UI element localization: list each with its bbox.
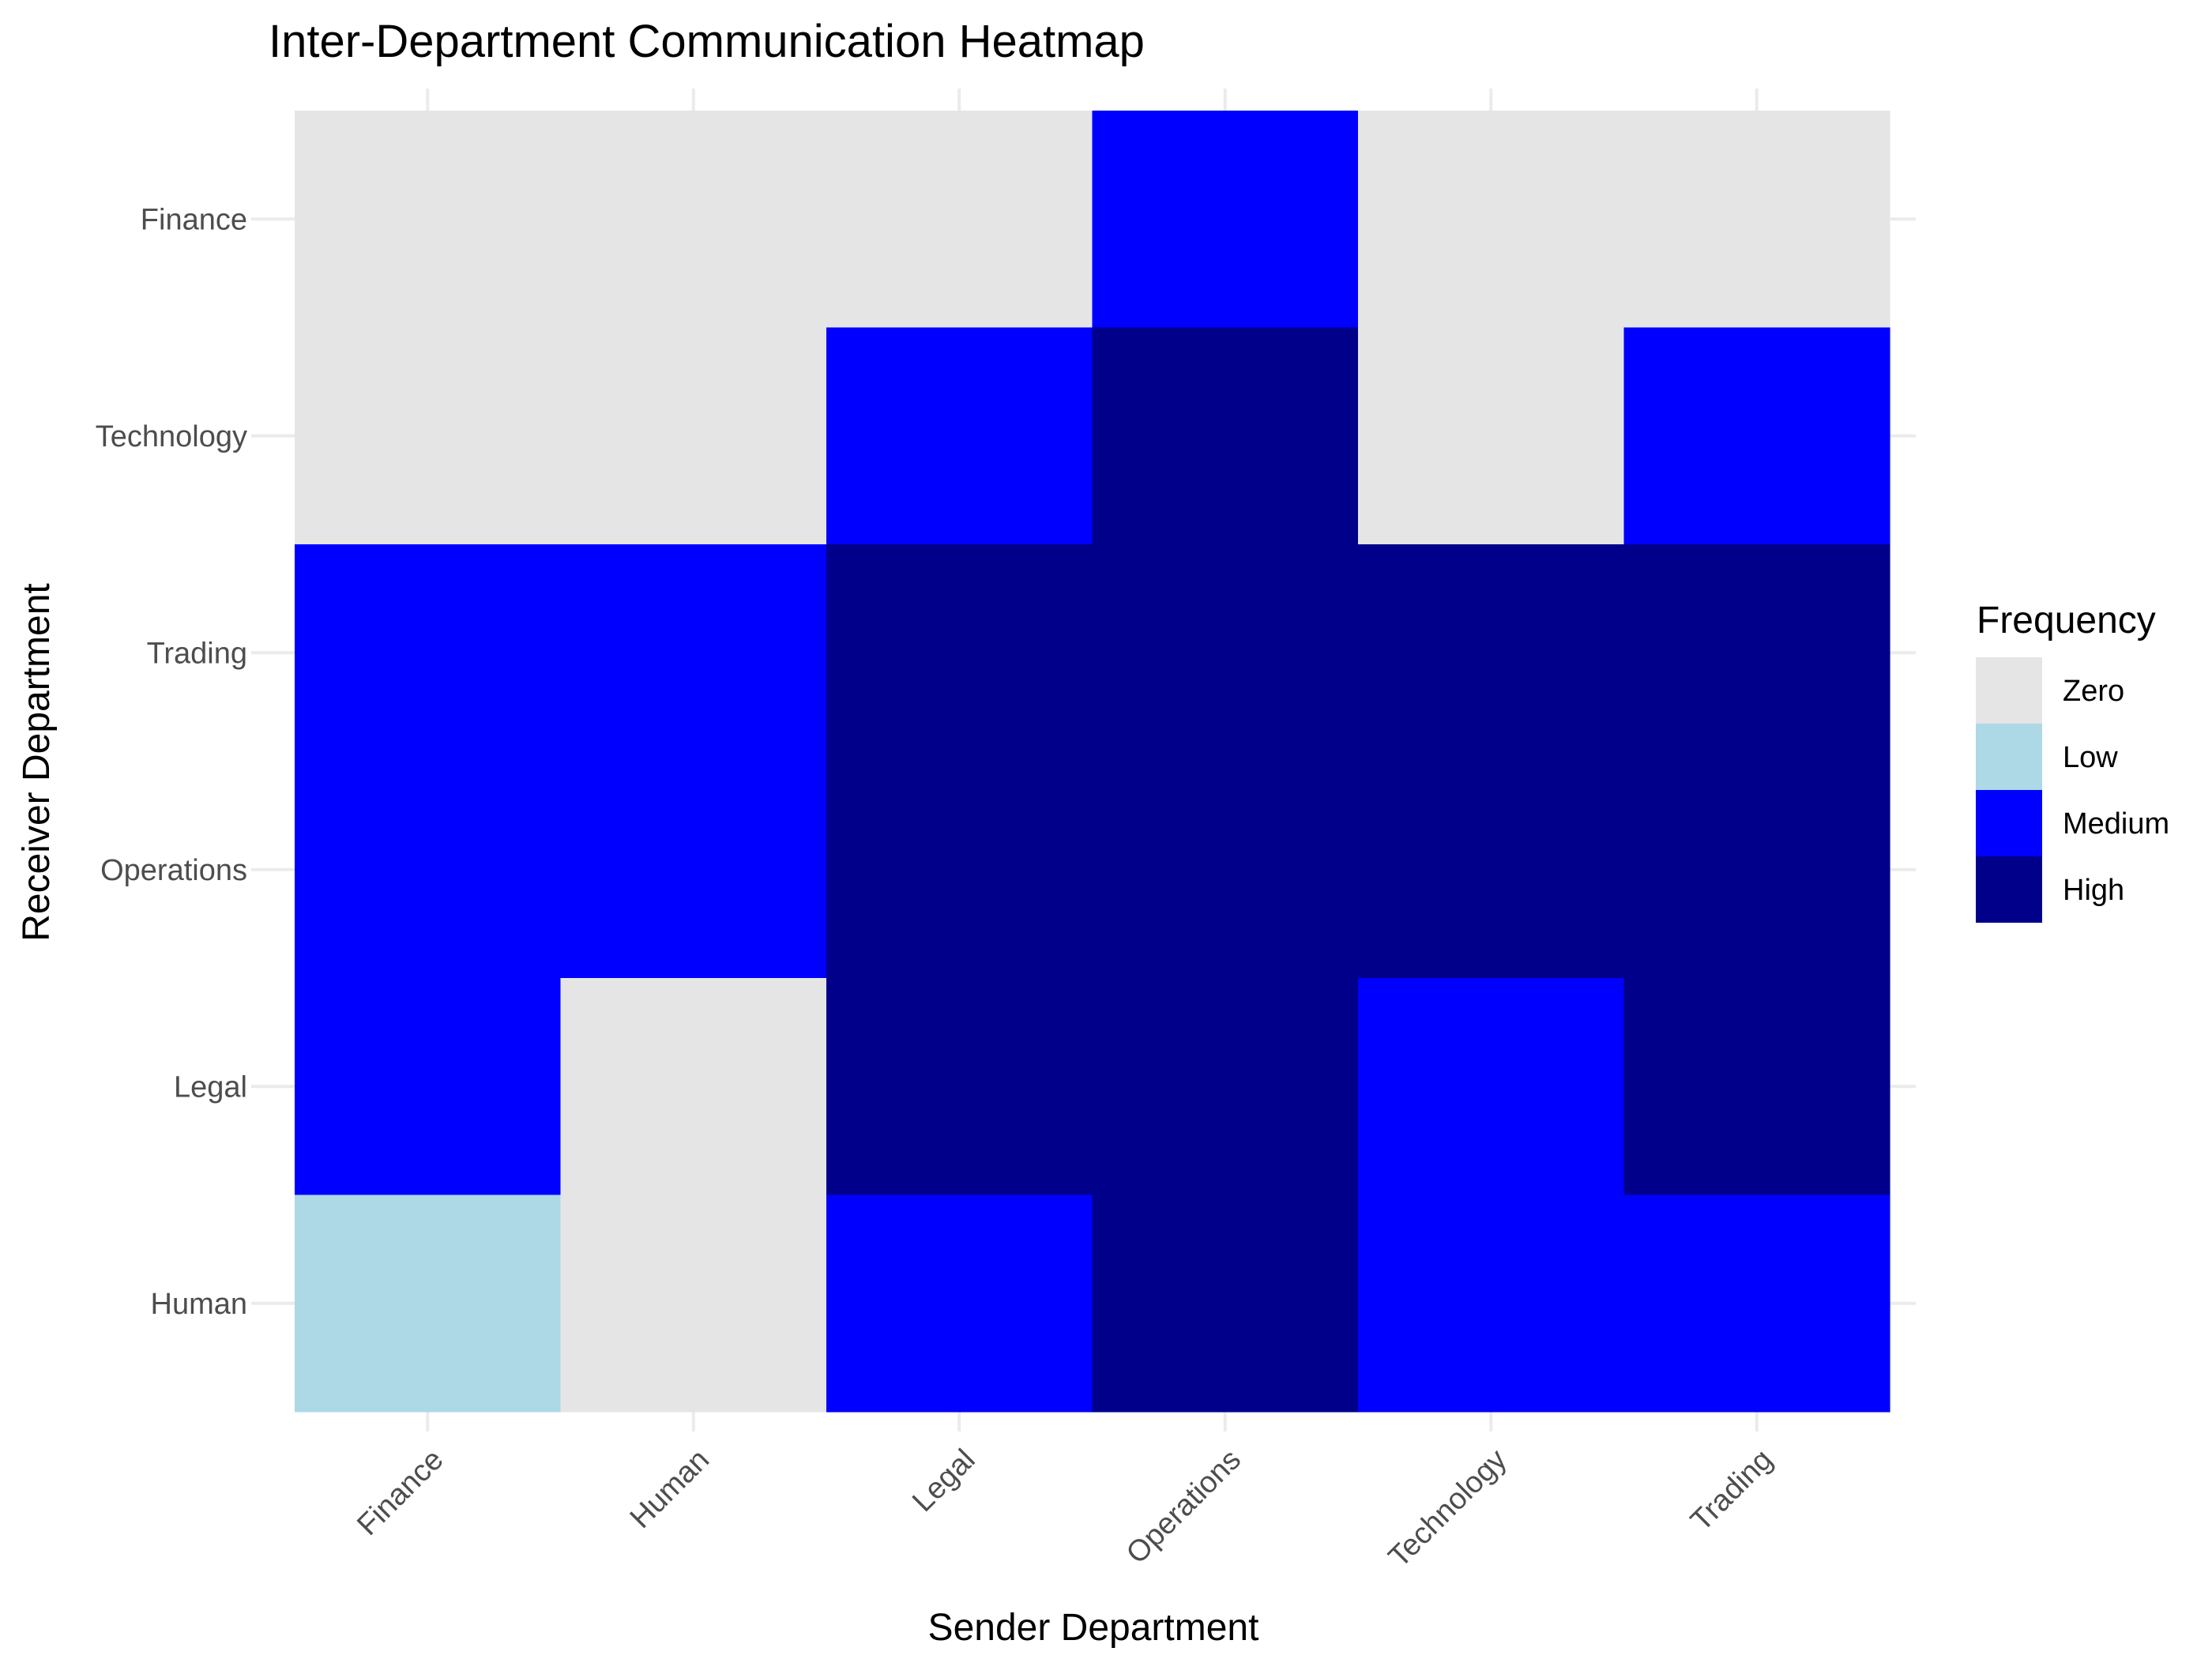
y-tick-label: Trading bbox=[147, 637, 247, 670]
y-tick-label: Finance bbox=[141, 203, 247, 236]
heatmap-cell-technology-from-human bbox=[560, 327, 827, 545]
heatmap-cell-trading-from-finance bbox=[295, 544, 562, 762]
heatmap-cells bbox=[295, 111, 1890, 1413]
heatmap-cell-finance-from-human bbox=[560, 111, 827, 329]
heatmap-cell-operations-from-trading bbox=[1623, 761, 1890, 979]
heatmap-cell-trading-from-technology bbox=[1358, 544, 1625, 762]
heatmap-cell-finance-from-trading bbox=[1623, 111, 1890, 329]
heatmap-cell-operations-from-human bbox=[560, 761, 827, 979]
legend-key-zero bbox=[1976, 657, 2042, 724]
heatmap-cell-operations-from-technology bbox=[1358, 761, 1625, 979]
legend-label-high: High bbox=[2063, 874, 2124, 907]
heatmap-cell-technology-from-legal bbox=[826, 327, 1093, 545]
heatmap-cell-technology-from-finance bbox=[295, 327, 562, 545]
heatmap-cell-finance-from-finance bbox=[295, 111, 562, 329]
legend-key-medium bbox=[1976, 790, 2042, 856]
x-tick-label: Technology bbox=[1382, 1443, 1514, 1574]
heatmap-cell-trading-from-trading bbox=[1623, 544, 1890, 762]
heatmap-cell-human-from-operations bbox=[1092, 1194, 1359, 1413]
legend-title: Frequency bbox=[1977, 600, 2156, 641]
heatmap-cell-legal-from-finance bbox=[295, 978, 562, 1196]
x-axis-ticks: Finance Human Legal Operations Technology Tra… bbox=[351, 1443, 1779, 1574]
heatmap-cell-legal-from-human bbox=[560, 978, 827, 1196]
heatmap-cell-human-from-finance bbox=[295, 1194, 562, 1413]
heatmap-cell-legal-from-trading bbox=[1623, 978, 1890, 1196]
heatmap-cell-operations-from-operations bbox=[1092, 761, 1359, 979]
heatmap-cell-operations-from-legal bbox=[826, 761, 1093, 979]
chart-title: Inter-Department Communication Heatmap bbox=[269, 16, 1145, 67]
heatmap-cell-human-from-technology bbox=[1358, 1194, 1625, 1413]
legend-key-high bbox=[1976, 856, 2042, 923]
x-tick-label: Finance bbox=[351, 1443, 450, 1542]
y-tick-label: Legal bbox=[174, 1070, 247, 1104]
heatmap-cell-finance-from-operations bbox=[1092, 111, 1359, 329]
x-tick-label: Trading bbox=[1684, 1443, 1779, 1538]
heatmap-cell-trading-from-operations bbox=[1092, 544, 1359, 762]
heatmap-cell-legal-from-operations bbox=[1092, 978, 1359, 1196]
heatmap-cell-human-from-trading bbox=[1623, 1194, 1890, 1413]
legend-label-zero: Zero bbox=[2063, 675, 2124, 708]
y-axis-ticks: Finance Technology Trading Operations Legal H… bbox=[96, 203, 247, 1321]
heatmap-cell-technology-from-technology bbox=[1358, 327, 1625, 545]
legend: Frequency Zero Low Medium High bbox=[1976, 600, 2169, 923]
legend-label-low: Low bbox=[2063, 741, 2118, 774]
heatmap-cell-trading-from-human bbox=[560, 544, 827, 762]
heatmap-cell-finance-from-technology bbox=[1358, 111, 1625, 329]
heatmap-cell-finance-from-legal bbox=[826, 111, 1093, 329]
heatmap-cell-legal-from-legal bbox=[826, 978, 1093, 1196]
y-tick-label: Operations bbox=[100, 854, 247, 887]
legend-key-low bbox=[1976, 724, 2042, 790]
y-tick-label: Human bbox=[151, 1288, 248, 1321]
heatmap-cell-technology-from-trading bbox=[1623, 327, 1890, 545]
heatmap-cell-legal-from-technology bbox=[1358, 978, 1625, 1196]
x-axis-title: Sender Department bbox=[928, 1607, 1259, 1649]
legend-label-medium: Medium bbox=[2063, 807, 2169, 841]
heatmap-cell-human-from-legal bbox=[826, 1194, 1093, 1413]
x-tick-label: Human bbox=[624, 1443, 716, 1535]
x-tick-label: Operations bbox=[1120, 1443, 1247, 1571]
heatmap-cell-operations-from-finance bbox=[295, 761, 562, 979]
y-axis-title: Receiver Department bbox=[16, 583, 58, 942]
heatmap-cell-trading-from-legal bbox=[826, 544, 1093, 762]
heatmap-cell-human-from-human bbox=[560, 1194, 827, 1413]
x-tick-label: Legal bbox=[906, 1443, 981, 1518]
y-tick-label: Technology bbox=[96, 420, 247, 453]
heatmap-cell-technology-from-operations bbox=[1092, 327, 1359, 545]
